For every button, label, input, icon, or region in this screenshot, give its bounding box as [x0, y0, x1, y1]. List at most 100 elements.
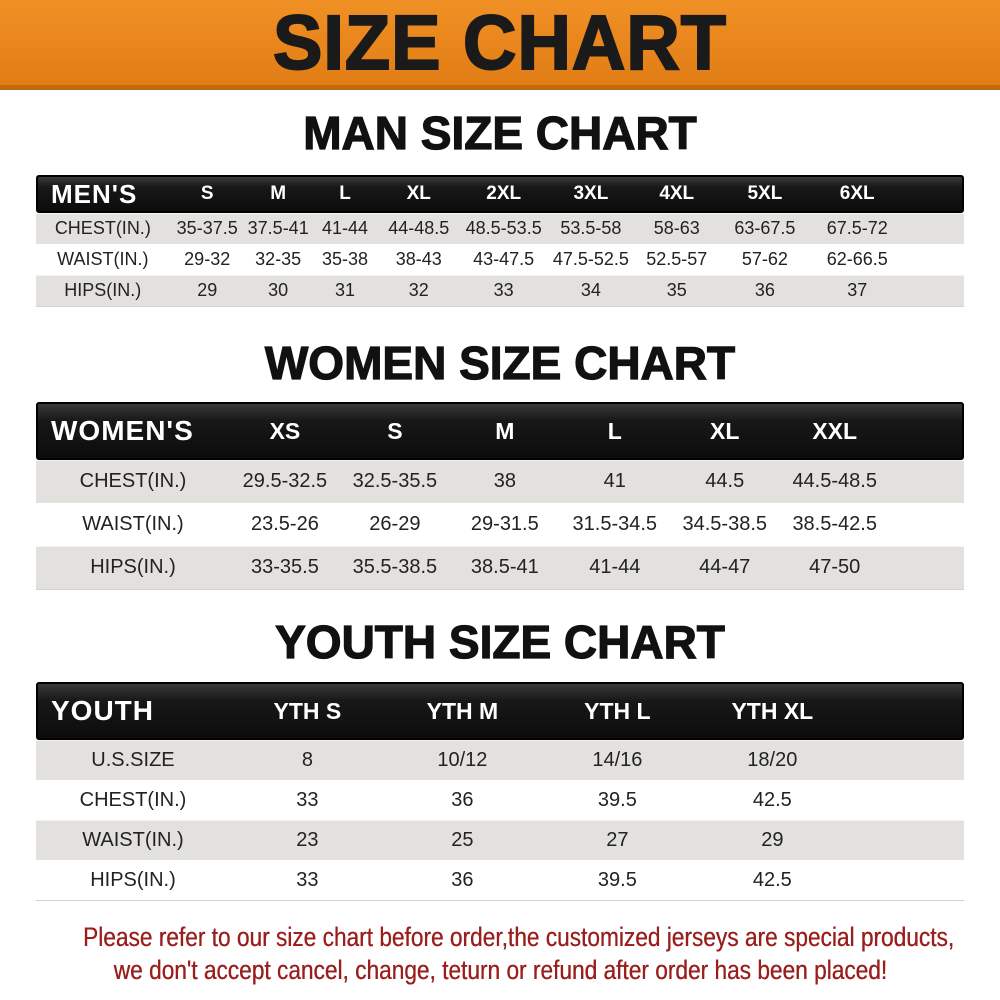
row-label: HIPS(IN.): [36, 275, 170, 307]
filler-cell: [889, 460, 964, 503]
column-header: S: [169, 175, 245, 213]
women-size-section: WOMEN SIZE CHART WOMEN'S XS S M L XL XXL…: [0, 337, 1000, 590]
row-label: HIPS(IN.): [36, 860, 230, 901]
column-header: YTH M: [384, 682, 540, 740]
size-value: 8: [229, 740, 385, 780]
size-value: 38: [449, 460, 560, 503]
size-value: 36: [384, 780, 540, 820]
size-value: 31.5-34.5: [559, 503, 670, 546]
table-header-row: MEN'S S M L XL 2XL 3XL 4XL 5XL 6XL: [36, 175, 964, 213]
size-row: HIPS(IN.) 33-35.5 35.5-38.5 38.5-41 41-4…: [36, 546, 964, 590]
size-value: 34.5-38.5: [669, 503, 780, 546]
size-value: 42.5: [694, 860, 850, 901]
size-value: 57-62: [719, 244, 810, 275]
size-chart-banner: SIZE CHART: [0, 0, 1000, 90]
size-value: 43-47.5: [459, 244, 549, 275]
row-label: WAIST(IN.): [36, 820, 230, 860]
filler-cell: [889, 503, 964, 546]
section-title-man: MAN SIZE CHART: [303, 107, 698, 159]
row-label: HIPS(IN.): [36, 546, 230, 590]
size-value: 26-29: [339, 503, 450, 546]
table-header-row: YOUTH YTH S YTH M YTH L YTH XL: [36, 682, 964, 740]
column-header: 6XL: [809, 175, 905, 213]
size-row: HIPS(IN.) 29 30 31 32 33 34 35 36 37: [36, 275, 964, 307]
section-title-women: WOMEN SIZE CHART: [264, 337, 736, 389]
size-value: 33-35.5: [229, 546, 340, 590]
size-value: 29: [694, 820, 850, 860]
size-value: 29-31.5: [449, 503, 560, 546]
size-value: 52.5-57: [633, 244, 720, 275]
filler-cell: [849, 780, 964, 820]
size-value: 32-35: [244, 244, 312, 275]
size-value: 31: [311, 275, 379, 307]
corner-label: MEN'S: [36, 175, 170, 213]
corner-label: WOMEN'S: [36, 402, 230, 460]
size-value: 42.5: [694, 780, 850, 820]
size-value: 44.5-48.5: [779, 460, 890, 503]
size-value: 41-44: [311, 213, 379, 244]
youth-size-section: YOUTH SIZE CHART YOUTH YTH S YTH M YTH L…: [0, 616, 1000, 901]
size-value: 39.5: [539, 860, 695, 901]
banner-title: SIZE CHART: [272, 0, 727, 87]
size-value: 23.5-26: [229, 503, 340, 546]
column-header: 4XL: [633, 175, 720, 213]
man-size-section: MAN SIZE CHART MEN'S S M L XL 2XL 3XL 4X…: [0, 107, 1000, 307]
column-header: 2XL: [459, 175, 549, 213]
size-value: 35-37.5: [169, 213, 245, 244]
column-header: L: [311, 175, 379, 213]
size-value: 47-50: [779, 546, 890, 590]
size-value: 44-48.5: [378, 213, 460, 244]
section-title-youth: YOUTH SIZE CHART: [275, 616, 726, 668]
size-value: 67.5-72: [809, 213, 905, 244]
filler-cell: [904, 244, 964, 275]
size-row: WAIST(IN.) 23 25 27 29: [36, 820, 964, 860]
women-size-table: WOMEN'S XS S M L XL XXL CHEST(IN.) 29.5-…: [36, 402, 964, 590]
filler-cell: [849, 740, 964, 780]
size-value: 44.5: [669, 460, 780, 503]
column-header: L: [559, 402, 670, 460]
filler-cell: [849, 682, 964, 740]
row-label: CHEST(IN.): [36, 780, 230, 820]
table-header-row: WOMEN'S XS S M L XL XXL: [36, 402, 964, 460]
size-row: CHEST(IN.) 35-37.5 37.5-41 41-44 44-48.5…: [36, 213, 964, 244]
column-header: XS: [229, 402, 340, 460]
size-value: 32: [378, 275, 460, 307]
size-value: 47.5-52.5: [548, 244, 634, 275]
column-header: YTH L: [539, 682, 695, 740]
size-value: 35-38: [311, 244, 379, 275]
size-row: HIPS(IN.) 33 36 39.5 42.5: [36, 860, 964, 901]
size-row: CHEST(IN.) 29.5-32.5 32.5-35.5 38 41 44.…: [36, 460, 964, 503]
size-value: 25: [384, 820, 540, 860]
size-value: 41-44: [559, 546, 670, 590]
size-value: 29: [169, 275, 245, 307]
row-label: CHEST(IN.): [36, 213, 170, 244]
column-header: YTH XL: [694, 682, 850, 740]
size-value: 35.5-38.5: [339, 546, 450, 590]
size-value: 37: [809, 275, 905, 307]
size-row: WAIST(IN.) 29-32 32-35 35-38 38-43 43-47…: [36, 244, 964, 275]
size-value: 37.5-41: [244, 213, 312, 244]
size-value: 41: [559, 460, 670, 503]
filler-cell: [904, 213, 964, 244]
size-value: 29-32: [169, 244, 245, 275]
size-value: 33: [229, 860, 385, 901]
size-row: U.S.SIZE 8 10/12 14/16 18/20: [36, 740, 964, 780]
column-header: XXL: [779, 402, 890, 460]
corner-label: YOUTH: [36, 682, 230, 740]
size-value: 44-47: [669, 546, 780, 590]
column-header: XL: [669, 402, 780, 460]
size-value: 39.5: [539, 780, 695, 820]
row-label: WAIST(IN.): [36, 244, 170, 275]
size-value: 48.5-53.5: [459, 213, 549, 244]
filler-cell: [849, 860, 964, 901]
size-value: 33: [459, 275, 549, 307]
column-header: M: [449, 402, 560, 460]
row-label: WAIST(IN.): [36, 503, 230, 546]
size-value: 18/20: [694, 740, 850, 780]
size-value: 30: [244, 275, 312, 307]
filler-cell: [904, 175, 964, 213]
row-label: U.S.SIZE: [36, 740, 230, 780]
column-header: M: [244, 175, 312, 213]
size-value: 10/12: [384, 740, 540, 780]
row-label: CHEST(IN.): [36, 460, 230, 503]
